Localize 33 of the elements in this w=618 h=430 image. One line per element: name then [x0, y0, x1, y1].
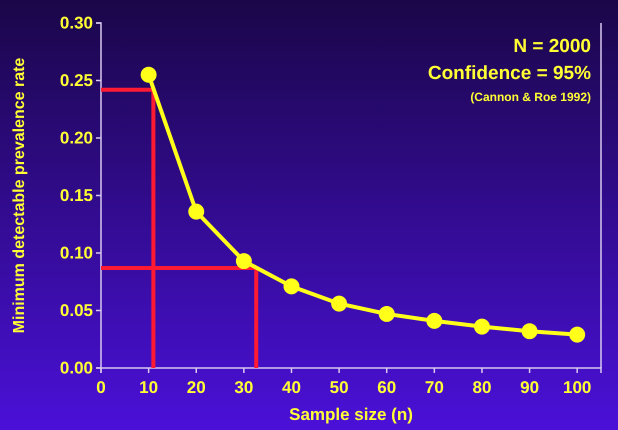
y-tick-label: 0.15	[60, 186, 93, 205]
y-tick-label: 0.25	[60, 70, 93, 90]
y-tick-label: 0.05	[60, 300, 93, 320]
y-tick-label: 0.30	[60, 13, 93, 32]
point	[236, 253, 252, 270]
x-tick-label: 0	[96, 378, 106, 397]
annotation: (Cannon & Roe 1992)	[470, 90, 591, 104]
annotation: Confidence = 95%	[428, 63, 592, 84]
point	[378, 306, 395, 322]
point	[140, 66, 157, 83]
point	[569, 326, 586, 343]
x-tick-label: 30	[234, 378, 254, 397]
x-tick-label: 90	[520, 378, 540, 397]
x-axis-title: Sample size (n)	[289, 405, 413, 424]
point	[283, 278, 300, 294]
x-tick-label: 80	[472, 378, 492, 397]
x-tick-label: 60	[377, 378, 396, 397]
point	[188, 204, 204, 220]
point	[474, 318, 490, 335]
point	[522, 323, 538, 340]
y-tick-label: 0.00	[60, 358, 93, 378]
annotation: N = 2000	[513, 36, 591, 57]
x-tick-label: 70	[424, 378, 444, 397]
point	[426, 312, 442, 329]
point	[331, 296, 348, 312]
y-tick-label: 0.20	[60, 128, 93, 148]
x-tick-label: 10	[139, 378, 158, 397]
x-tick-label: 20	[186, 378, 206, 397]
x-tick-label: 100	[563, 378, 592, 397]
y-axis-title: Minimum detectable prevalence rate	[11, 58, 28, 334]
x-tick-label: 50	[330, 378, 349, 397]
x-tick-label: 40	[282, 378, 301, 397]
y-tick-label: 0.10	[60, 243, 93, 262]
